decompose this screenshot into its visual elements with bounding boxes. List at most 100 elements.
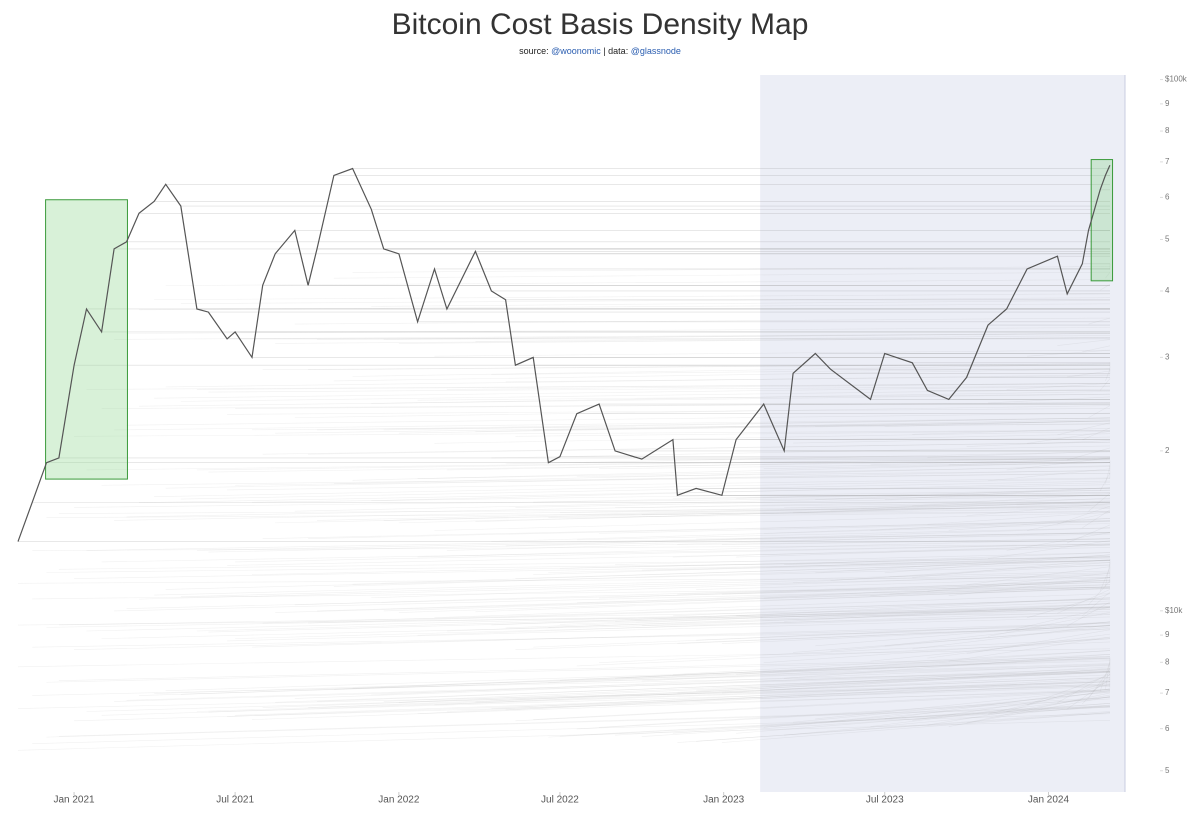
y-tick-label: $100k (1165, 75, 1188, 84)
cost-basis-line (966, 692, 1111, 724)
cost-basis-line (196, 457, 1111, 471)
cost-basis-line (793, 628, 1111, 653)
x-tick-label: Jan 2024 (1028, 795, 1070, 806)
cost-basis-line (32, 628, 1111, 648)
cost-basis-line (1082, 345, 1111, 353)
cost-basis-line (275, 588, 1111, 613)
y-tick-label: 9 (1165, 630, 1170, 639)
cost-basis-line (784, 501, 1111, 509)
cost-basis-line (1027, 593, 1111, 618)
cost-basis-line (446, 383, 1111, 390)
cost-basis-line (615, 501, 1111, 509)
cost-basis-line (948, 636, 1111, 662)
cost-basis-line (262, 520, 1111, 539)
cost-basis-line (165, 565, 1111, 590)
cost-basis-line (763, 697, 1111, 728)
cost-basis-line (126, 412, 1111, 426)
cost-basis-line (1067, 370, 1111, 378)
cost-basis-line (515, 625, 1111, 651)
cost-basis-line (294, 668, 1111, 699)
cost-basis-line (180, 664, 1111, 695)
subtitle-text: source: (519, 46, 549, 56)
cost-basis-line (17, 577, 1111, 584)
cost-basis-line (884, 688, 1111, 720)
cost-basis-line (948, 517, 1111, 531)
cost-basis-line (599, 462, 1111, 470)
cost-basis-line (948, 577, 1111, 597)
cost-basis-line (58, 656, 1111, 681)
cost-basis-line (615, 603, 1111, 622)
cost-basis-line (114, 586, 1111, 612)
cost-basis-line (74, 495, 1111, 508)
cost-basis-line (294, 317, 1111, 325)
cost-basis-line (316, 417, 1111, 431)
cost-basis-line (1082, 591, 1111, 617)
cost-basis-line (101, 685, 1111, 716)
cost-basis-line (1082, 427, 1111, 441)
cost-basis-line (180, 297, 1111, 305)
cost-basis-line (333, 562, 1111, 587)
y-tick-label: 7 (1165, 157, 1170, 166)
cost-basis-line (333, 658, 1111, 690)
subtitle-text: | (603, 46, 606, 56)
cost-basis-line (154, 293, 1111, 301)
cost-basis-line (1105, 659, 1111, 690)
cost-basis-line (533, 556, 1111, 575)
cost-basis-line (46, 560, 1111, 573)
subtitle-link[interactable]: @woonomic (551, 46, 601, 56)
cost-basis-line (815, 621, 1111, 647)
cost-basis-line (333, 368, 1111, 382)
cost-basis-line (677, 581, 1111, 595)
cost-basis-line (165, 660, 1111, 692)
shaded-range (760, 75, 1125, 792)
cost-basis-line (1006, 532, 1111, 551)
cost-basis-line (1082, 673, 1111, 705)
y-tick-label: 5 (1165, 766, 1170, 775)
cost-basis-line (884, 554, 1111, 574)
cost-basis-line (927, 451, 1111, 458)
cost-basis-line (948, 458, 1111, 466)
cost-basis-line (599, 579, 1111, 599)
cost-basis-line (599, 697, 1111, 728)
cost-basis-line (672, 492, 1111, 499)
cost-basis-line (46, 657, 1111, 683)
cost-basis-line (927, 633, 1111, 659)
cost-basis-line (515, 690, 1111, 722)
cost-basis-line (696, 532, 1111, 540)
cost-basis-line (165, 279, 1111, 286)
cost-basis-line (793, 691, 1111, 723)
cost-basis-line (721, 625, 1111, 644)
cost-basis-line (533, 689, 1111, 720)
cost-basis-line (576, 527, 1111, 541)
cost-basis-line (1088, 405, 1111, 418)
cost-basis-line (491, 368, 1111, 375)
cost-basis-line (74, 430, 1111, 437)
cost-basis-line (308, 363, 1111, 371)
cost-basis-line (208, 681, 1111, 713)
y-tick-label: 6 (1165, 193, 1170, 202)
cost-basis-line (126, 498, 1111, 518)
cost-basis-line (912, 428, 1111, 435)
cost-basis-line (830, 433, 1111, 440)
cost-basis-line (736, 650, 1111, 675)
cost-basis-line (576, 698, 1111, 730)
cost-basis-line (252, 489, 1111, 503)
cost-basis-line (316, 586, 1111, 612)
cost-basis-line (912, 690, 1111, 721)
cost-basis-line (371, 391, 1111, 404)
cost-basis-line (677, 538, 1111, 546)
y-tick-label: 7 (1165, 688, 1170, 697)
cost-basis-line (308, 441, 1111, 455)
cost-basis-line (86, 681, 1111, 712)
cost-basis-line (252, 689, 1111, 720)
cost-basis-line (559, 556, 1111, 569)
cost-basis-line (196, 606, 1111, 632)
cost-basis-line (58, 606, 1111, 626)
subtitle-link[interactable]: @glassnode (630, 46, 681, 56)
cost-basis-line (383, 417, 1111, 431)
cost-basis-line (154, 663, 1111, 694)
cost-basis-line (576, 584, 1111, 604)
cost-basis-line (32, 713, 1111, 745)
